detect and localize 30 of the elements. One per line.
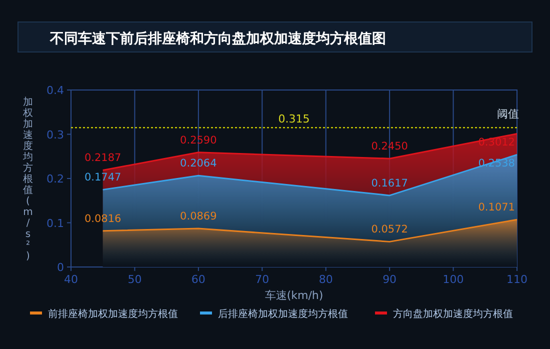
text: 加权加速度均方根值(m/s²) [23,97,33,262]
y-tick-label: 0.4 [46,84,64,97]
data-label: 0.0816 [84,212,122,225]
y-tick-label: 0.3 [46,128,64,142]
data-label: 0.2187 [84,152,122,164]
data-label: 0.1747 [84,172,122,184]
y-tick-label: 0.1 [46,216,64,230]
x-tick-label: 70 [255,273,270,286]
data-label: 0.2450 [371,140,408,153]
data-label: 0.0869 [180,210,217,223]
y-tick-label: 0.2 [46,172,64,186]
x-axis-title: 车速(km/h) [264,289,324,302]
x-tick-label: 80 [318,273,333,286]
chart-title: 不同车速下前后排座椅和方向盘加权加速度均方根值图 [49,30,386,47]
x-tick-label: 110 [506,273,528,286]
data-label: 0.2064 [180,158,218,170]
y-tick-label: 0 [57,261,64,274]
data-label: 0.0572 [371,224,408,236]
x-tick-label: 100 [442,273,464,286]
annotation: 0.315 [278,112,310,126]
data-label: 0.1071 [478,202,515,214]
legend-label: 后排座椅加权加速度均方根值 [218,308,348,320]
x-tick-label: 50 [128,273,142,286]
x-tick-label: 90 [382,273,397,286]
legend-label: 前排座椅加权加速度均方根值 [48,308,178,320]
data-label: 0.2590 [180,134,217,146]
x-tick-label: 40 [64,273,78,286]
data-label: 0.1617 [371,177,408,190]
x-tick-label: 60 [191,273,206,286]
legend-label: 方向盘加权加速度均方根值 [393,308,513,320]
